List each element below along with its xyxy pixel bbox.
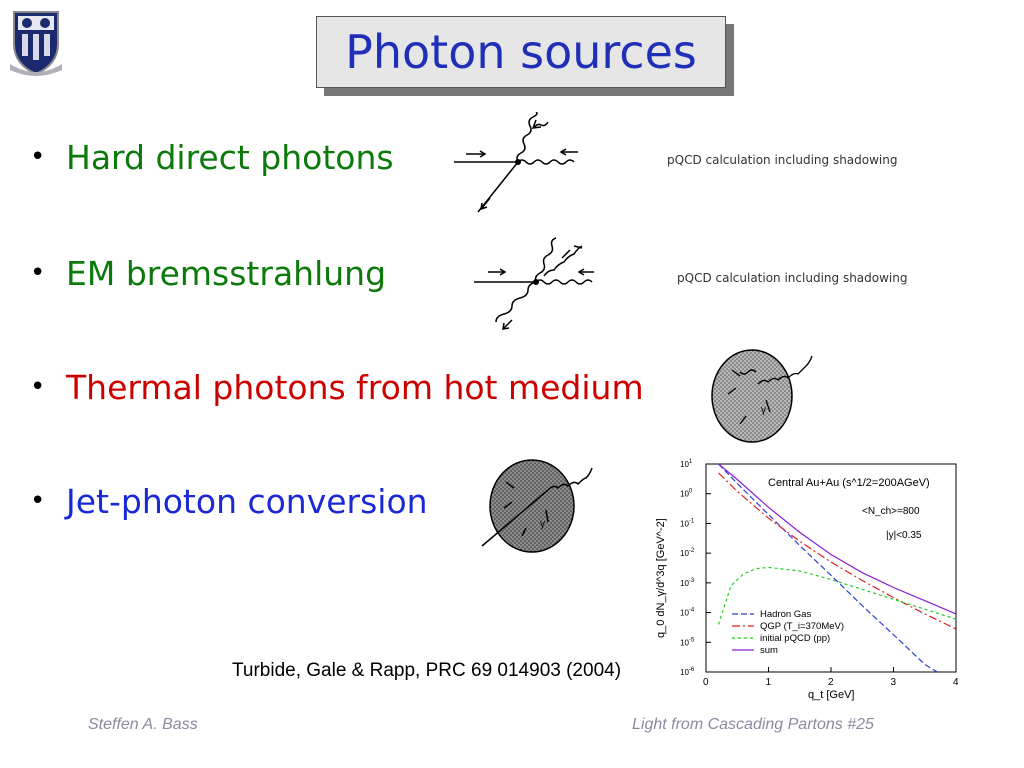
chart-annotation-rapidity: |y|<0.35 — [886, 530, 922, 541]
bullet-text: EM bremsstrahlung — [66, 254, 387, 293]
legend-label: initial pQCD (pp) — [760, 633, 830, 644]
x-tick-label: 0 — [703, 677, 709, 688]
photon-spectrum-chart: 0 1 2 3 4 101 100 10-1 10-2 10-3 10-4 10-5 10-6 Cent… — [655, 459, 959, 701]
feynman-diagram-bremsstrahlung — [474, 237, 594, 330]
bullet-jet-photon-conversion: • Jet-photon conversion — [30, 482, 428, 521]
bullet-symbol: • — [30, 486, 46, 516]
title-box: Photon sources — [316, 16, 726, 88]
legend-label: sum — [760, 645, 778, 656]
bullet-text: Hard direct photons — [66, 138, 394, 177]
footer-author: Steffen A. Bass — [88, 716, 198, 733]
y-tick-label: 10-3 — [680, 578, 695, 588]
y-tick-label: 10-1 — [680, 518, 695, 528]
series-line-2 — [717, 566, 957, 625]
y-tick-label: 100 — [680, 489, 693, 499]
bullet-symbol: • — [30, 142, 46, 172]
legend-label: Hadron Gas — [760, 609, 811, 620]
chart-title: Central Au+Au (s^1/2=200AGeV) — [768, 477, 930, 489]
chart-x-axis-label: q_t [GeV] — [808, 689, 854, 701]
footer-slide-info: Light from Cascading Partons #25 — [632, 716, 874, 733]
bullet-symbol: • — [30, 258, 46, 288]
svg-text:γ: γ — [540, 519, 545, 530]
svg-text:γ: γ — [761, 405, 766, 416]
bullet-thermal-photons: • Thermal photons from hot medium — [30, 368, 644, 407]
legend-label: QGP (T_i=370MeV) — [760, 621, 844, 632]
y-tick-label: 10-4 — [680, 608, 695, 618]
y-tick-label: 10-5 — [680, 637, 695, 647]
bullet-em-bremsstrahlung: • EM bremsstrahlung — [30, 254, 386, 293]
thermal-medium-blob-diagram: γ — [711, 349, 813, 443]
chart-plot-frame — [705, 463, 957, 673]
x-tick-label: 1 — [766, 677, 772, 688]
chart-annotation-nch: <N_ch>=800 — [862, 506, 920, 517]
y-tick-label: 10-6 — [680, 667, 695, 677]
pqcd-note-2: pQCD calculation including shadowing — [677, 271, 908, 285]
chart-y-axis-label: q_0 dN_γ/d^3q [GeV^-2] — [655, 518, 667, 638]
bullet-symbol: • — [30, 372, 46, 402]
bullet-text: Jet-photon conversion — [66, 482, 428, 521]
bullet-text: Thermal photons from hot medium — [66, 368, 644, 407]
x-tick-label: 3 — [891, 677, 897, 688]
chart-series-lines — [717, 463, 957, 673]
pqcd-note-1: pQCD calculation including shadowing — [667, 153, 898, 167]
series-line-0 — [718, 463, 938, 673]
jet-photon-conversion-diagram: γ — [481, 459, 593, 553]
x-tick-label: 4 — [953, 677, 959, 688]
university-shield-logo — [10, 11, 62, 76]
slide-title: Photon sources — [345, 25, 697, 79]
x-tick-label: 2 — [828, 677, 834, 688]
y-tick-label: 10-2 — [680, 548, 695, 558]
bullet-hard-direct-photons: • Hard direct photons — [30, 138, 394, 177]
series-line-3 — [718, 463, 957, 615]
y-tick-label: 101 — [680, 459, 693, 469]
chart-ticks: 0 1 2 3 4 101 100 10-1 10-2 10-3 10-4 10-5 10-6 — [680, 459, 959, 688]
citation: Turbide, Gale & Rapp, PRC 69 014903 (200… — [232, 660, 622, 681]
feynman-diagram-compton — [454, 112, 578, 213]
